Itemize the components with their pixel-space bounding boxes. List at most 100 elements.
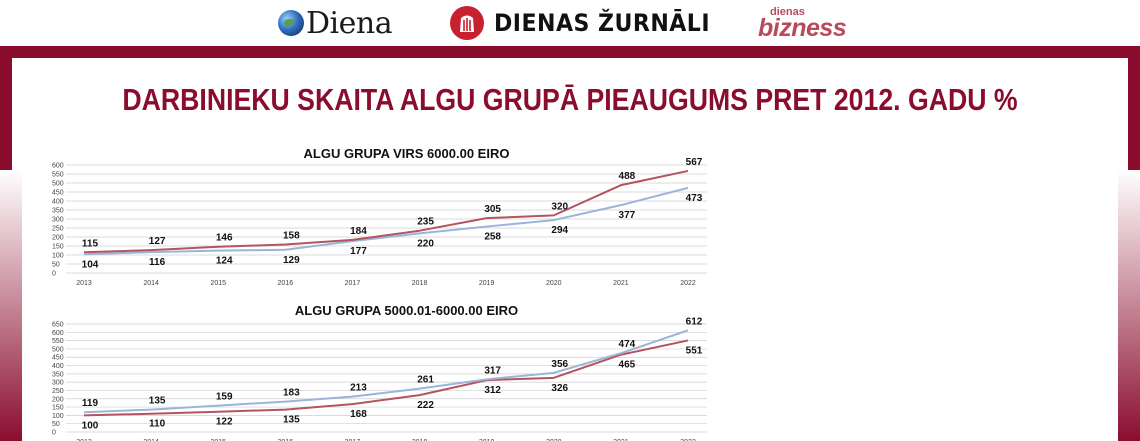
chart-2-series-1-data-label: 122: [216, 417, 233, 428]
chart-1-x-tick-label: 2022: [680, 280, 696, 287]
bizness-logo-small-text: dienas: [770, 6, 805, 18]
chart-2-x-tick-label: 2020: [546, 439, 562, 441]
chart-2-y-tick-label: 200: [52, 396, 64, 403]
chart-1-series-2-data-label: 305: [484, 204, 501, 215]
chart-2-x-tick-label: 2013: [76, 439, 92, 441]
chart-1-y-tick-label: 350: [52, 208, 64, 215]
chart-1-title: ALGU GRUPA VIRS 6000.00 EIRO: [304, 146, 510, 161]
chart-1-x-tick-label: 2019: [479, 280, 495, 287]
chart-1-x-tick-label: 2017: [345, 280, 361, 287]
chart-1-x-tick-label: 2015: [210, 280, 226, 287]
chart-2-series-2-data-label: 612: [686, 316, 703, 327]
chart-2-x-tick-label: 2021: [613, 439, 629, 441]
chart-1-y-tick-label: 150: [52, 244, 64, 251]
chart-2-y-tick-label: 150: [52, 405, 64, 412]
chart-2-x-tick-label: 2014: [143, 439, 159, 441]
chart-1-series-2-data-label: 184: [350, 226, 367, 237]
chart-2-series-2-data-label: 183: [283, 388, 300, 399]
chart-1-series-1-data-label: 104: [82, 259, 99, 270]
chart-2-y-tick-label: 50: [52, 421, 60, 428]
chart-2-series-2-data-label: 119: [82, 398, 99, 409]
chart-1-y-tick-label: 0: [52, 271, 56, 278]
chart-2-y-tick-label: 550: [52, 338, 64, 345]
chart-2-x-tick-label: 2017: [345, 439, 361, 441]
chart-1-x-tick-label: 2013: [76, 280, 92, 287]
chart-2-series-1-data-label: 465: [619, 360, 636, 371]
chart-2-y-tick-label: 100: [52, 413, 64, 420]
chart-1-series-1-data-label: 124: [216, 256, 233, 267]
chart-1-y-tick-label: 250: [52, 226, 64, 233]
chart-1-series-1-data-label: 258: [484, 232, 501, 243]
chart-1-series-2-data-label: 488: [619, 171, 636, 182]
chart-2-y-tick-label: 0: [52, 430, 56, 437]
zurnali-logo-text: DIENAS ŽURNĀLI: [494, 9, 711, 37]
chart-2-x-tick-label: 2018: [412, 439, 428, 441]
chart-2-y-tick-label: 650: [52, 322, 64, 329]
diena-logo-text: Diena: [306, 5, 393, 41]
chart-1-series-2-line: [83, 169, 689, 254]
chart-2-series-1-data-label: 551: [686, 345, 703, 356]
chart-2-y-tick-label: 600: [52, 330, 64, 337]
logo-bar: Diena DIENAS ŽURNĀLI dienas bizness: [0, 0, 1140, 46]
chart-1-x-tick-label: 2018: [412, 280, 428, 287]
chart-1-series-2-data-label: 567: [686, 157, 703, 168]
chart-2-series-1-data-label: 168: [350, 409, 367, 420]
chart-2-series-1-data-label: 222: [417, 400, 434, 411]
page-title: DARBINIEKU SKAITA ALGU GRUPĀ PIEAUGUMS P…: [122, 82, 1018, 117]
chart-2-series-2-data-label: 213: [350, 383, 367, 394]
chart-2-x-tick-label: 2015: [210, 439, 226, 441]
dienas-zurnali-logo[interactable]: DIENAS ŽURNĀLI: [450, 4, 729, 42]
chart-1-series-2-data-label: 158: [283, 231, 300, 242]
chart-2-y-tick-label: 450: [52, 355, 64, 362]
chart-2-x-tick-label: 2016: [278, 439, 294, 441]
chart-2-series-2-data-label: 317: [484, 365, 501, 376]
chart-2-series-2-data-label: 356: [551, 359, 568, 370]
chart-2-series-1-data-label: 100: [82, 420, 99, 431]
chart-1-y-tick-label: 450: [52, 190, 64, 197]
chart-1-x-tick-label: 2014: [143, 280, 159, 287]
chart-1-series-1-data-label: 129: [283, 255, 300, 266]
content-panel: [12, 58, 1128, 441]
chart-2-x-tick-label: 2019: [479, 439, 495, 441]
chart-2-y-tick-label: 250: [52, 388, 64, 395]
chart-1-y-tick-label: 400: [52, 199, 64, 206]
chart-1-y-tick-label: 300: [52, 217, 64, 224]
chart-2-series-2-data-label: 474: [619, 339, 636, 350]
chart-2-y-tick-label: 300: [52, 380, 64, 387]
chart-2-y-tick-label: 500: [52, 346, 64, 353]
chart-1-series-1-data-label: 220: [417, 238, 434, 249]
zurnali-emblem-icon: [450, 6, 484, 40]
chart-1-series-2-data-label: 146: [216, 233, 233, 244]
chart-1-y-tick-label: 550: [52, 172, 64, 179]
right-side-gradient: [1118, 170, 1140, 441]
chart-1-series-1-data-label: 377: [619, 210, 636, 221]
chart-2-series-1-data-label: 135: [283, 415, 300, 426]
chart-1-series-1-data-label: 177: [350, 246, 367, 257]
bizness-logo-text: bizness: [758, 14, 847, 42]
dienas-bizness-logo[interactable]: dienas bizness: [758, 4, 847, 42]
chart-1-y-tick-label: 200: [52, 235, 64, 242]
chart-1-y-tick-label: 100: [52, 253, 64, 260]
chart-1-x-tick-label: 2016: [278, 280, 294, 287]
chart-1-y-tick-label: 500: [52, 181, 64, 188]
chart-2-series-1-data-label: 110: [149, 419, 166, 430]
chart-1-series-1-data-label: 473: [686, 193, 703, 204]
chart-1-series-1-line: [83, 186, 689, 256]
chart-2-series-1-data-label: 312: [484, 385, 501, 396]
chart-1-y-tick-label: 600: [52, 163, 64, 170]
chart-1-series-2-data-label: 235: [417, 217, 434, 228]
chart-1-x-tick-label: 2021: [613, 280, 629, 287]
chart-2-series-2-data-label: 135: [149, 396, 166, 407]
chart-2-y-tick-label: 400: [52, 363, 64, 370]
chart-2-y-tick-label: 350: [52, 371, 64, 378]
chart-2-x-tick-label: 2022: [680, 439, 696, 441]
chart-2-series-1-line: [83, 339, 689, 417]
diena-logo[interactable]: Diena: [278, 4, 393, 42]
chart-2-series-2-data-label: 261: [417, 375, 434, 386]
chart-2-series-2-data-label: 159: [216, 392, 233, 403]
chart-1-series-2-data-label: 127: [149, 236, 166, 247]
chart-2-series-2-line: [83, 329, 689, 414]
chart-1-series-1-data-label: 294: [551, 225, 568, 236]
chart-1-series-2-data-label: 320: [551, 201, 568, 212]
chart-2-series-1-data-label: 326: [551, 383, 568, 394]
